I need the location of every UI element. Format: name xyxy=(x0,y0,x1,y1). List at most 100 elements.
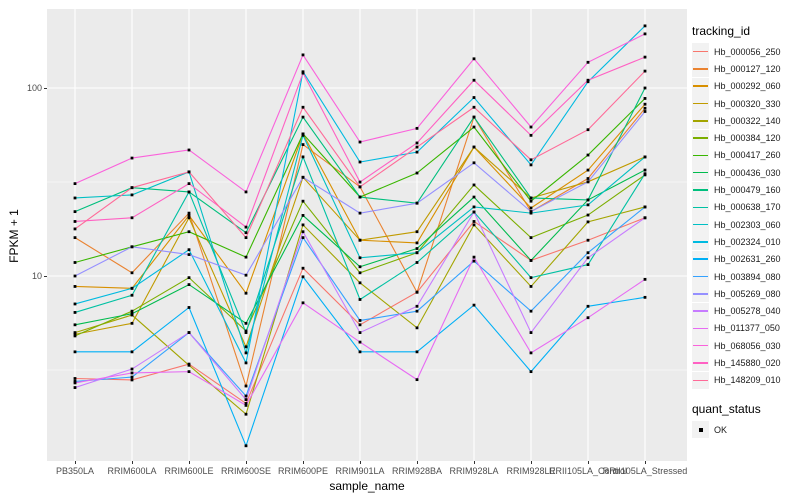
data-point-marker xyxy=(187,190,191,194)
data-point-marker xyxy=(73,220,77,223)
data-point-marker xyxy=(73,261,77,264)
data-point-marker xyxy=(415,350,419,354)
data-point-marker xyxy=(586,60,590,64)
data-point-marker xyxy=(472,205,476,209)
legend-key-line xyxy=(693,102,708,105)
data-point-marker xyxy=(643,295,647,299)
data-point-marker xyxy=(187,148,191,152)
data-point-marker xyxy=(358,185,362,189)
data-point-marker xyxy=(301,301,305,305)
legend-title-tracking-id: tracking_id xyxy=(692,24,751,38)
data-point-marker xyxy=(529,158,533,162)
data-point-marker xyxy=(244,384,248,388)
legend-key-line xyxy=(693,293,708,295)
data-point-marker xyxy=(244,403,248,407)
data-point-marker xyxy=(586,153,590,157)
legend-item-label: Hb_145880_020 xyxy=(714,357,781,368)
data-point-marker xyxy=(358,340,362,344)
legend-item-label: Hb_005269_080 xyxy=(714,288,781,299)
legend-key-swatch xyxy=(692,146,709,164)
data-point-marker xyxy=(472,145,476,149)
data-point-marker xyxy=(130,350,134,354)
legend-item-label: Hb_000056_250 xyxy=(714,46,781,57)
data-point-marker xyxy=(130,286,134,290)
legend-key-line xyxy=(693,362,708,364)
data-point-marker xyxy=(472,78,476,82)
legend-item-Hb_005278_040: Hb_005278_040 xyxy=(692,302,800,320)
legend-item-label: Hb_000320_330 xyxy=(714,98,781,109)
data-point-marker xyxy=(415,290,419,294)
legend-item-label: Hb_000417_260 xyxy=(714,150,781,161)
legend-item-Hb_068056_030: Hb_068056_030 xyxy=(692,337,800,355)
legend-item-label: Hb_148209_010 xyxy=(714,375,781,386)
y-tick-label: 10 xyxy=(31,271,42,281)
data-point-marker xyxy=(130,321,134,325)
x-tick-label-PB350LA: PB350LA xyxy=(55,466,95,476)
data-point-marker xyxy=(358,265,362,269)
data-point-marker xyxy=(358,160,362,164)
data-point-marker xyxy=(73,381,77,385)
data-point-marker xyxy=(187,182,191,186)
data-point-marker xyxy=(73,332,77,336)
data-point-marker xyxy=(187,216,191,220)
x-tick-mark xyxy=(246,461,247,464)
data-point-marker xyxy=(529,236,533,240)
data-point-marker xyxy=(358,350,362,354)
data-point-marker xyxy=(472,303,476,307)
x-tick-mark xyxy=(645,461,646,464)
data-point-marker xyxy=(244,444,248,448)
legend-item-Hb_000127_120: Hb_000127_120 xyxy=(692,60,800,78)
legend-key-swatch xyxy=(692,198,709,216)
data-point-marker xyxy=(415,145,419,149)
legend-item-Hb_002631_260: Hb_002631_260 xyxy=(692,250,800,268)
data-point-marker xyxy=(415,141,419,145)
data-point-marker xyxy=(529,309,533,313)
data-point-marker xyxy=(358,298,362,301)
data-point-marker xyxy=(73,302,77,306)
data-point-marker xyxy=(472,195,476,199)
data-point-marker xyxy=(415,126,419,130)
data-point-marker xyxy=(244,331,248,334)
legend-item-Hb_002303_060: Hb_002303_060 xyxy=(692,216,800,234)
data-point-marker xyxy=(244,329,248,333)
legend-item-Hb_011377_050: Hb_011377_050 xyxy=(692,319,800,337)
data-point-marker xyxy=(472,115,476,119)
legend-key-swatch xyxy=(692,95,709,113)
legend-item-Hb_000436_030: Hb_000436_030 xyxy=(692,164,800,182)
data-point-marker xyxy=(187,306,191,309)
data-point-marker xyxy=(472,255,476,259)
legend-item-label: Hb_000479_160 xyxy=(714,185,781,196)
data-point-marker xyxy=(586,220,590,224)
legend-key-swatch xyxy=(692,268,709,285)
y-tick-mark xyxy=(44,276,47,277)
x-tick-mark xyxy=(360,461,361,464)
data-point-marker xyxy=(529,163,533,167)
data-point-marker xyxy=(301,133,305,137)
data-point-marker xyxy=(643,205,647,209)
data-point-marker xyxy=(358,140,362,144)
data-point-marker xyxy=(586,256,590,260)
legend-key-line xyxy=(693,223,708,226)
legend-item-label: Hb_000384_120 xyxy=(714,133,781,144)
data-point-marker xyxy=(73,350,77,354)
data-point-marker xyxy=(73,196,77,200)
data-point-marker xyxy=(415,241,419,245)
data-point-marker xyxy=(73,274,77,278)
legend-item-label: Hb_003894_080 xyxy=(714,271,781,282)
data-point-marker xyxy=(643,277,647,281)
legend-item-label: Hb_000436_030 xyxy=(714,167,781,178)
data-point-marker xyxy=(415,378,419,382)
data-point-marker xyxy=(130,312,134,316)
data-point-marker xyxy=(301,105,305,109)
x-tick-mark xyxy=(189,461,190,464)
data-point-marker xyxy=(301,199,305,203)
data-point-marker xyxy=(529,285,533,288)
legend-item-Hb_002324_010: Hb_002324_010 xyxy=(692,233,800,251)
data-point-marker xyxy=(130,186,134,190)
legend-key-line xyxy=(693,275,708,278)
x-tick-mark xyxy=(75,461,76,464)
data-point-marker xyxy=(529,211,533,215)
data-point-marker xyxy=(415,304,419,308)
quant-legend-item-OK: OK xyxy=(692,421,800,439)
data-point-marker xyxy=(244,273,248,277)
